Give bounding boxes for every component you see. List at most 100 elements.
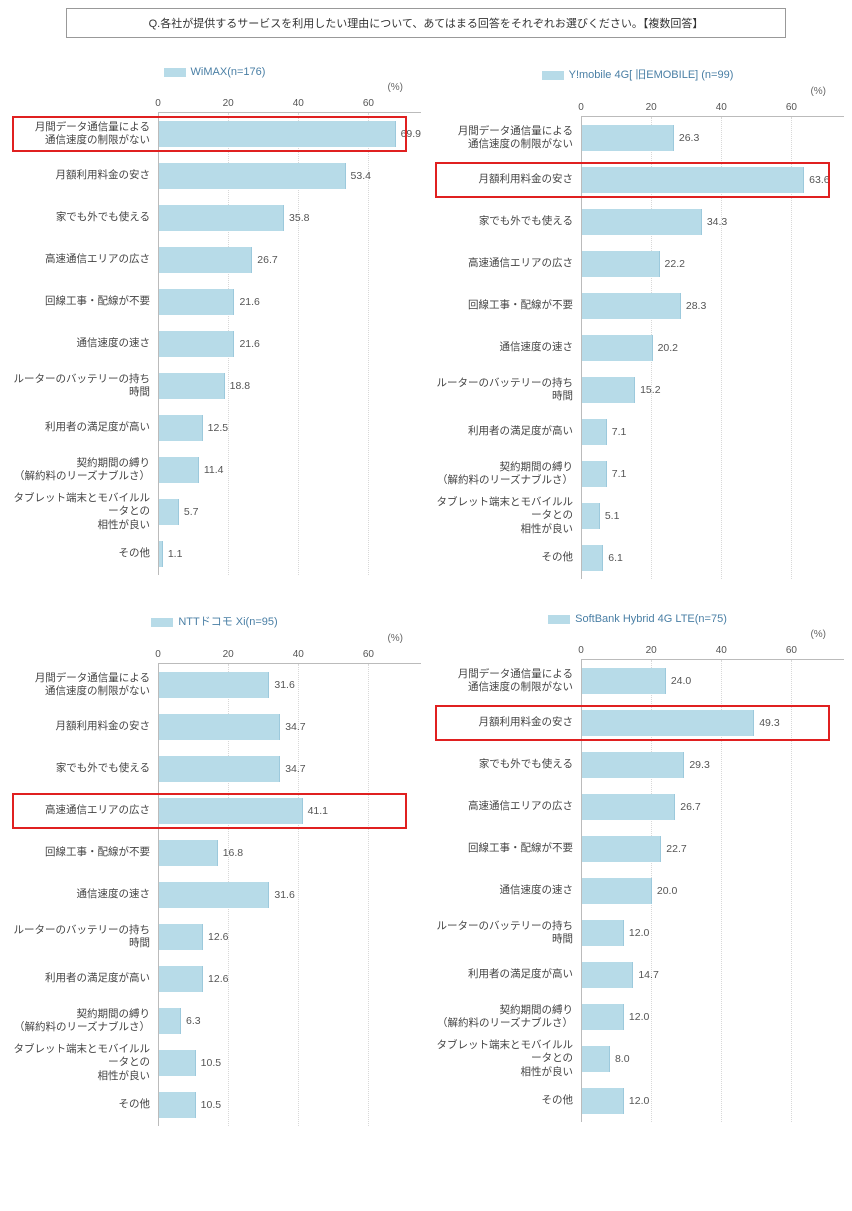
bar bbox=[582, 1046, 610, 1072]
bar bbox=[159, 966, 203, 992]
bar-value: 12.0 bbox=[629, 1095, 649, 1107]
category-label: 家でも外でも使える bbox=[431, 201, 581, 243]
bar-row: 8.0 bbox=[581, 1038, 844, 1080]
y-axis-labels: 月間データ通信量による通信速度の制限がない月額利用料金の安さ家でも外でも使える高… bbox=[431, 642, 581, 1122]
legend-label: NTTドコモ Xi(n=95) bbox=[178, 616, 277, 628]
bar-value: 21.6 bbox=[239, 296, 259, 308]
category-label: タブレット端末とモバイルルータとの相性が良い bbox=[8, 491, 158, 533]
bar-value: 22.2 bbox=[665, 258, 685, 270]
bar-row: 49.3 bbox=[581, 702, 844, 744]
legend-label: Y!mobile 4G[ 旧EMOBILE] (n=99) bbox=[569, 69, 734, 81]
bar-row: 34.7 bbox=[158, 706, 421, 748]
category-label: 月間データ通信量による通信速度の制限がない bbox=[8, 664, 158, 706]
bar-row: 53.4 bbox=[158, 155, 421, 197]
bar-value: 34.7 bbox=[285, 763, 305, 775]
bar bbox=[582, 1088, 624, 1114]
bar-value: 20.2 bbox=[658, 342, 678, 354]
bar-value: 12.6 bbox=[208, 931, 228, 943]
bar-row: 29.3 bbox=[581, 744, 844, 786]
bar-value: 22.7 bbox=[666, 843, 686, 855]
category-label: 月額利用料金の安さ bbox=[8, 155, 158, 197]
legend-swatch bbox=[151, 618, 173, 627]
x-tick: 60 bbox=[786, 102, 797, 113]
bar bbox=[582, 1004, 624, 1030]
bar-row: 5.1 bbox=[581, 495, 844, 537]
x-tick: 0 bbox=[155, 649, 161, 660]
bar-row: 6.3 bbox=[158, 1000, 421, 1042]
bar-row: 20.2 bbox=[581, 327, 844, 369]
bar bbox=[159, 756, 280, 782]
bar-row: 12.0 bbox=[581, 1080, 844, 1122]
bar-row: 7.1 bbox=[581, 411, 844, 453]
legend-swatch bbox=[542, 71, 564, 80]
bar-value: 1.1 bbox=[168, 548, 183, 560]
bar-row: 41.1 bbox=[158, 790, 421, 832]
bar-value: 8.0 bbox=[615, 1053, 630, 1065]
bar bbox=[582, 668, 666, 694]
bar bbox=[159, 205, 284, 231]
category-label: 月間データ通信量による通信速度の制限がない bbox=[431, 117, 581, 159]
category-label: 利用者の満足度が高い bbox=[8, 407, 158, 449]
bar bbox=[159, 499, 179, 525]
bar-row: 28.3 bbox=[581, 285, 844, 327]
bar bbox=[159, 331, 234, 357]
bar bbox=[159, 1050, 196, 1076]
bar-value: 26.7 bbox=[257, 254, 277, 266]
chart-panel: SoftBank Hybrid 4G LTE(n=75)(%)月間データ通信量に… bbox=[431, 613, 844, 1126]
bars-container: 24.049.329.326.722.720.012.014.712.08.01… bbox=[581, 660, 844, 1122]
bar-value: 15.2 bbox=[640, 384, 660, 396]
category-label: 月間データ通信量による通信速度の制限がない bbox=[8, 113, 158, 155]
bars-container: 69.953.435.826.721.621.618.812.511.45.71… bbox=[158, 113, 421, 575]
bar bbox=[159, 163, 346, 189]
x-axis: 0204060 bbox=[158, 646, 421, 664]
bar bbox=[159, 798, 303, 824]
bar bbox=[582, 251, 660, 277]
bar-value: 16.8 bbox=[223, 847, 243, 859]
category-label: 契約期間の縛り（解約料のリーズナブルさ） bbox=[431, 453, 581, 495]
x-tick: 40 bbox=[293, 649, 304, 660]
bar-row: 21.6 bbox=[158, 323, 421, 365]
bar-value: 35.8 bbox=[289, 212, 309, 224]
legend-label: SoftBank Hybrid 4G LTE(n=75) bbox=[575, 613, 727, 625]
x-axis: 0204060 bbox=[581, 99, 844, 117]
bar-row: 6.1 bbox=[581, 537, 844, 579]
bar-value: 12.0 bbox=[629, 927, 649, 939]
bar-value: 6.3 bbox=[186, 1015, 201, 1027]
bar-row: 7.1 bbox=[581, 453, 844, 495]
bar-row: 15.2 bbox=[581, 369, 844, 411]
bar-row: 10.5 bbox=[158, 1084, 421, 1126]
category-label: 通信速度の速さ bbox=[431, 870, 581, 912]
bar bbox=[582, 209, 702, 235]
category-label: 月間データ通信量による通信速度の制限がない bbox=[431, 660, 581, 702]
bar-value: 34.7 bbox=[285, 721, 305, 733]
category-label: ルーターのバッテリーの持ち時間 bbox=[8, 916, 158, 958]
panel-legend: WiMAX(n=176) bbox=[8, 66, 421, 78]
bar-value: 28.3 bbox=[686, 300, 706, 312]
bar-value: 7.1 bbox=[612, 426, 627, 438]
bar bbox=[582, 545, 603, 571]
y-axis-labels: 月間データ通信量による通信速度の制限がない月額利用料金の安さ家でも外でも使える高… bbox=[431, 99, 581, 579]
bar bbox=[159, 924, 203, 950]
bar-row: 20.0 bbox=[581, 870, 844, 912]
category-label: 契約期間の縛り（解約料のリーズナブルさ） bbox=[431, 996, 581, 1038]
bar bbox=[159, 541, 163, 567]
category-label: 通信速度の速さ bbox=[431, 327, 581, 369]
bar-value: 12.0 bbox=[629, 1011, 649, 1023]
category-label: 通信速度の速さ bbox=[8, 874, 158, 916]
unit-label: (%) bbox=[8, 633, 421, 644]
bar bbox=[582, 962, 633, 988]
bar-row: 26.7 bbox=[581, 786, 844, 828]
bar-row: 12.6 bbox=[158, 958, 421, 1000]
category-label: 契約期間の縛り（解約料のリーズナブルさ） bbox=[8, 1000, 158, 1042]
bar bbox=[582, 461, 607, 487]
chart-grid: WiMAX(n=176)(%)月間データ通信量による通信速度の制限がない月額利用… bbox=[8, 66, 844, 1126]
bar bbox=[582, 710, 754, 736]
bar-row: 5.7 bbox=[158, 491, 421, 533]
bar-value: 20.0 bbox=[657, 885, 677, 897]
x-tick: 40 bbox=[716, 645, 727, 656]
bar bbox=[159, 289, 234, 315]
bar bbox=[159, 1008, 181, 1034]
bar-value: 12.6 bbox=[208, 973, 228, 985]
category-label: タブレット端末とモバイルルータとの相性が良い bbox=[8, 1042, 158, 1084]
bar-value: 11.4 bbox=[204, 464, 224, 476]
